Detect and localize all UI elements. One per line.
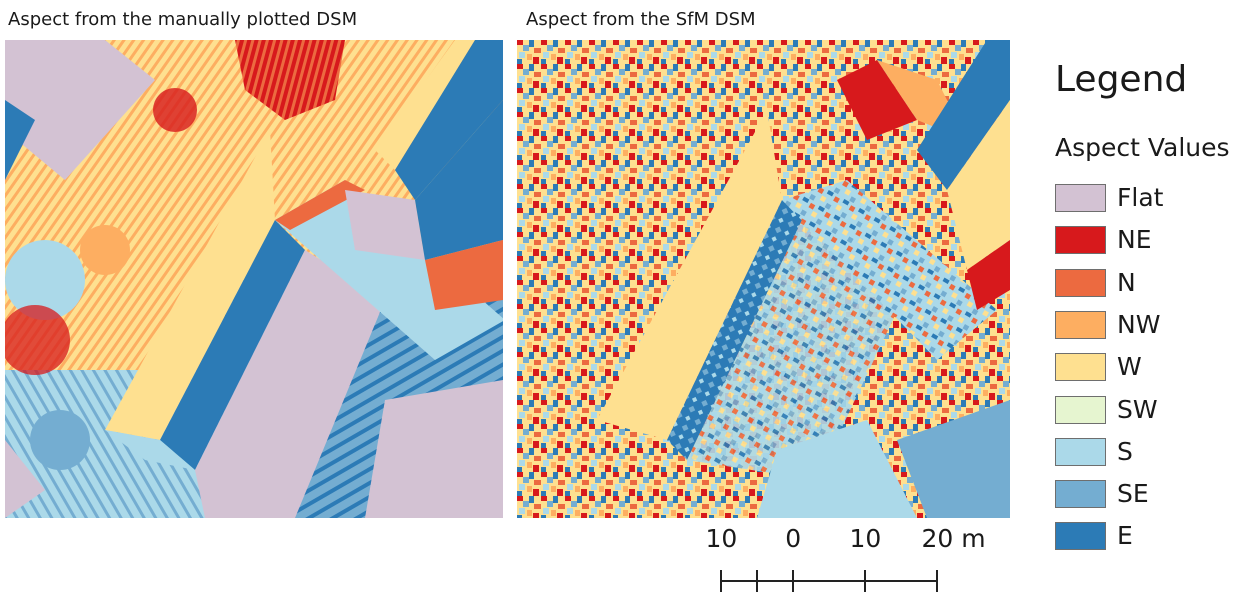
legend-label: N <box>1117 267 1136 297</box>
scale-bar-line <box>721 580 937 582</box>
scale-bar-tick <box>936 570 938 592</box>
legend-label: W <box>1117 352 1142 382</box>
legend-swatch <box>1055 310 1106 339</box>
scale-bar: 10 0 10 20 m <box>690 520 1010 595</box>
left-map-title: Aspect from the manually plotted DSM <box>8 9 358 30</box>
legend-item-sw: SW <box>1055 393 1158 427</box>
scale-bar-label: 20 m <box>921 524 986 553</box>
legend-swatch <box>1055 437 1106 466</box>
scale-bar-tick <box>792 570 794 592</box>
legend-label: NE <box>1117 225 1152 255</box>
legend-title: Legend <box>1055 59 1188 100</box>
legend-item-s: S <box>1055 435 1133 469</box>
legend-swatch <box>1055 353 1106 382</box>
manual-dsm-aspect-map <box>5 40 503 518</box>
scale-bar-label: 10 <box>705 524 738 553</box>
legend-swatch <box>1055 395 1106 424</box>
legend-label: Flat <box>1117 183 1164 212</box>
legend-item-e: E <box>1055 519 1133 553</box>
legend-subtitle: Aspect Values <box>1055 133 1230 162</box>
legend-item-flat: Flat <box>1055 181 1163 215</box>
legend-label: SW <box>1117 394 1158 424</box>
legend-item-w: W <box>1055 350 1142 384</box>
scale-bar-label: 10 <box>849 524 882 553</box>
scale-bar-tick <box>756 570 758 592</box>
scale-bar-label: 0 <box>785 524 802 553</box>
legend-swatch <box>1055 268 1106 297</box>
legend-label: NW <box>1117 309 1161 339</box>
legend-item-nw: NW <box>1055 308 1160 342</box>
scale-bar-tick <box>720 570 722 592</box>
legend-item-n: N <box>1055 266 1136 300</box>
legend-label: S <box>1117 436 1133 466</box>
legend-swatch <box>1055 480 1106 509</box>
legend-label: SE <box>1117 479 1149 509</box>
scale-bar-tick <box>864 570 866 592</box>
legend-swatch <box>1055 184 1106 212</box>
right-map-title: Aspect from the SfM DSM <box>526 9 756 30</box>
legend-label: E <box>1117 521 1133 551</box>
legend-item-ne: NE <box>1055 223 1152 257</box>
legend-swatch <box>1055 522 1106 551</box>
sfm-dsm-aspect-map <box>517 40 1010 518</box>
legend-swatch <box>1055 226 1106 255</box>
legend-item-se: SE <box>1055 477 1149 511</box>
